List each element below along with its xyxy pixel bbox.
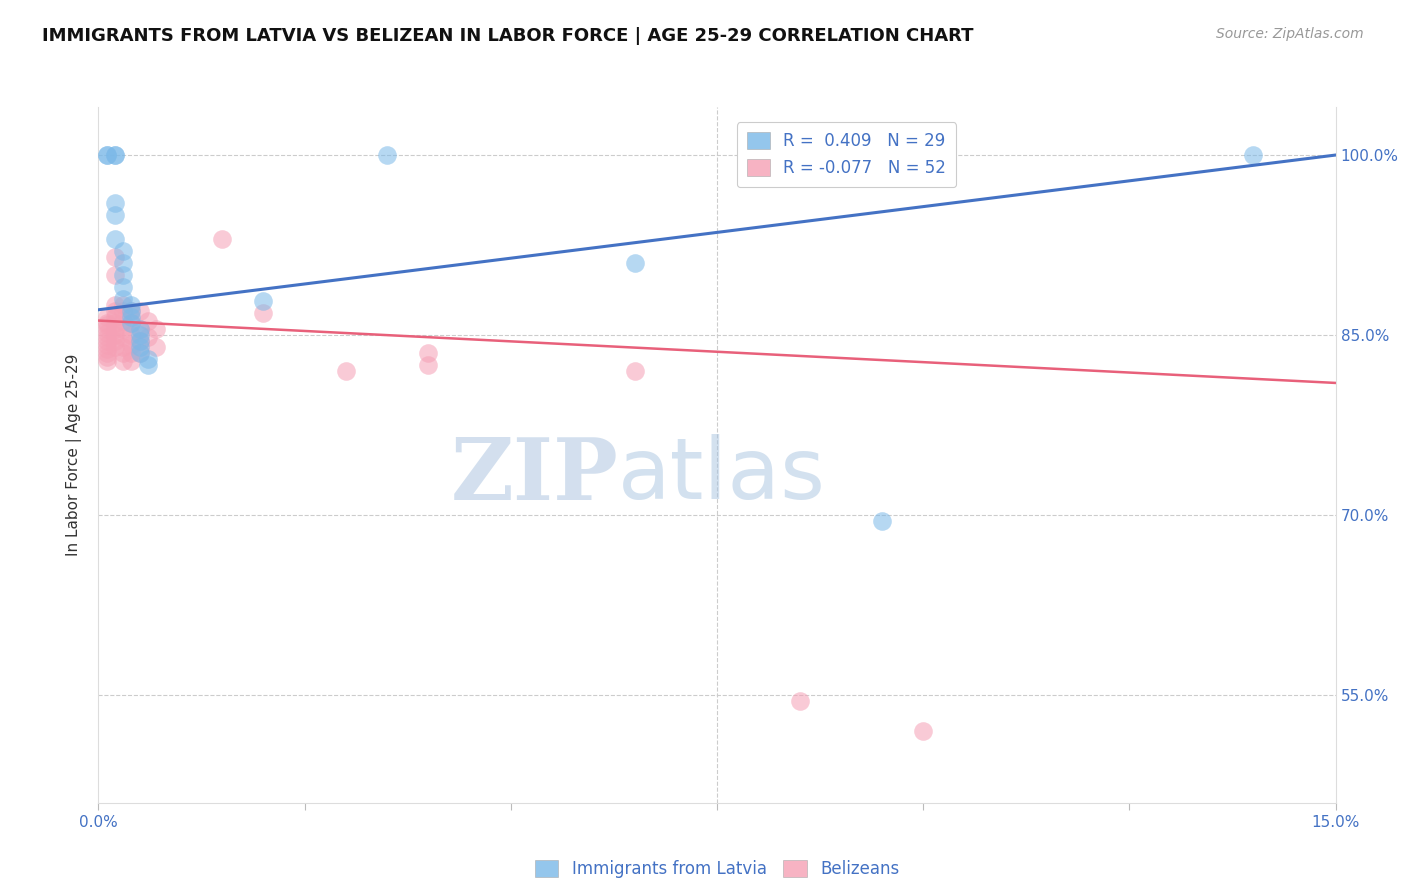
Point	[104, 304, 127, 318]
Point	[112, 244, 135, 258]
Text: atlas: atlas	[619, 434, 827, 517]
Text: ZIP: ZIP	[450, 434, 619, 517]
Point	[120, 316, 142, 330]
Point	[112, 330, 135, 344]
Point	[128, 346, 150, 360]
Point	[112, 268, 135, 282]
Point	[112, 322, 135, 336]
Point	[112, 346, 135, 360]
Point	[252, 294, 274, 309]
Point	[104, 232, 127, 246]
Point	[1241, 148, 1264, 162]
Point	[128, 322, 150, 336]
Point	[120, 354, 142, 368]
Point	[120, 310, 142, 324]
Point	[120, 337, 142, 351]
Point	[418, 346, 440, 360]
Point	[104, 340, 127, 354]
Point	[104, 316, 127, 330]
Point	[96, 354, 118, 368]
Point	[120, 316, 142, 330]
Point	[104, 148, 127, 162]
Point	[96, 330, 118, 344]
Point	[136, 358, 159, 372]
Point	[104, 310, 127, 324]
Point	[112, 354, 135, 368]
Point	[104, 334, 127, 348]
Point	[418, 358, 440, 372]
Point	[128, 340, 150, 354]
Point	[104, 268, 127, 282]
Point	[128, 328, 150, 343]
Point	[120, 346, 142, 360]
Point	[104, 328, 127, 343]
Point	[96, 343, 118, 357]
Point	[252, 306, 274, 320]
Point	[96, 318, 118, 333]
Point	[128, 334, 150, 348]
Point	[120, 298, 142, 312]
Point	[128, 334, 150, 348]
Point	[120, 328, 142, 343]
Point	[128, 322, 150, 336]
Point	[112, 304, 135, 318]
Point	[128, 304, 150, 318]
Point	[104, 148, 127, 162]
Point	[112, 298, 135, 312]
Point	[96, 350, 118, 364]
Point	[145, 340, 167, 354]
Point	[112, 280, 135, 294]
Text: IMMIGRANTS FROM LATVIA VS BELIZEAN IN LABOR FORCE | AGE 25-29 CORRELATION CHART: IMMIGRANTS FROM LATVIA VS BELIZEAN IN LA…	[42, 27, 974, 45]
Point	[104, 250, 127, 264]
Point	[375, 148, 398, 162]
Point	[104, 196, 127, 211]
Point	[112, 313, 135, 327]
Y-axis label: In Labor Force | Age 25-29: In Labor Force | Age 25-29	[66, 354, 83, 556]
Point	[145, 322, 167, 336]
Point	[623, 364, 645, 378]
Point	[870, 514, 893, 528]
Point	[789, 694, 811, 708]
Point	[128, 346, 150, 360]
Point	[335, 364, 357, 378]
Point	[912, 723, 935, 738]
Point	[104, 322, 127, 336]
Point	[120, 304, 142, 318]
Point	[136, 351, 159, 366]
Point	[96, 337, 118, 351]
Point	[96, 334, 118, 348]
Point	[96, 316, 118, 330]
Legend: Immigrants from Latvia, Belizeans: Immigrants from Latvia, Belizeans	[529, 854, 905, 885]
Point	[96, 310, 118, 324]
Point	[104, 208, 127, 222]
Point	[96, 326, 118, 340]
Point	[211, 232, 233, 246]
Point	[104, 298, 127, 312]
Point	[112, 292, 135, 306]
Point	[96, 346, 118, 360]
Point	[136, 330, 159, 344]
Point	[830, 148, 852, 162]
Point	[136, 313, 159, 327]
Point	[623, 256, 645, 270]
Text: Source: ZipAtlas.com: Source: ZipAtlas.com	[1216, 27, 1364, 41]
Point	[96, 148, 118, 162]
Point	[120, 304, 142, 318]
Point	[96, 322, 118, 336]
Point	[112, 256, 135, 270]
Point	[112, 340, 135, 354]
Point	[96, 148, 118, 162]
